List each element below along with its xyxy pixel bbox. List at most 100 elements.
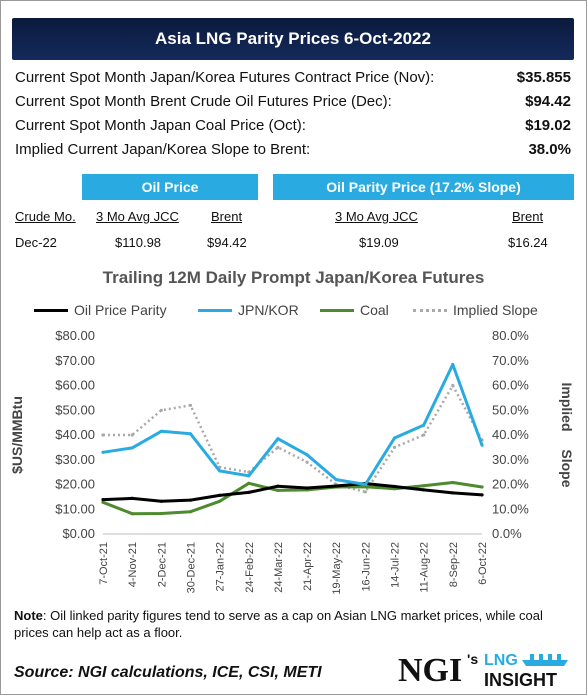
data-point [101, 450, 105, 454]
ship-tank-icon [530, 654, 534, 660]
x-tick-label: 4-Nov-21 [127, 542, 139, 587]
data-point [188, 403, 193, 407]
brent-value: $94.42 [207, 235, 247, 250]
data-point [101, 433, 105, 437]
legend-label: JPN/KOR [238, 302, 299, 318]
price-chart: $0.00 $10.00 $20.00 $30.00 $40.00 $50.00 $60.0… [9, 328, 575, 595]
source-line: Source: NGI calculations, ICE, CSI, METI [14, 664, 322, 681]
data-point [247, 474, 251, 478]
data-point [218, 499, 222, 503]
data-point [218, 469, 222, 473]
page-title: Asia LNG Parity Prices 6-Oct-2022 [12, 18, 574, 60]
legend-swatch [198, 308, 232, 312]
data-point [480, 443, 484, 447]
chart-title: Trailing 12M Daily Prompt Japan/Korea Fu… [102, 268, 485, 287]
oil-parity-header: Oil Parity Price (17.2% Slope) [273, 174, 574, 200]
data-point [422, 433, 426, 437]
parity-jcc-heading: 3 Mo Avg JCC [335, 209, 418, 224]
data-point [451, 383, 455, 388]
ship-tank-icon [548, 654, 552, 660]
legend-swatch [413, 308, 447, 312]
parity-jcc-value: $19.09 [359, 235, 399, 250]
x-tick-label: 30-Dec-21 [185, 542, 197, 593]
data-point [188, 432, 193, 436]
chart-legend: Oil Price Parity JPN/KOR Coal Implied Sl… [0, 302, 587, 322]
y-tick-label: $80.00 [55, 328, 95, 343]
legend-swatch [320, 308, 354, 312]
data-point [422, 488, 426, 492]
data-point [188, 510, 193, 514]
data-point [276, 484, 280, 488]
y-tick-label: $0.00 [62, 526, 95, 541]
footnote: Note: Oil linked parity figures tend to … [14, 607, 574, 641]
data-point [363, 485, 367, 489]
data-point [247, 481, 251, 485]
x-tick-label: 2-Dec-21 [156, 542, 168, 587]
ship-tank-icon [539, 654, 543, 660]
data-point [159, 511, 163, 516]
parity-brent-heading: Brent [512, 209, 544, 224]
y-tick-label: $30.00 [55, 452, 95, 467]
y2-tick-label: 40.0% [492, 427, 529, 442]
data-point [101, 500, 105, 504]
y2-tick-label: 20.0% [492, 477, 529, 492]
data-point [159, 499, 163, 503]
x-tick-label: 6-Oct-22 [477, 542, 489, 585]
x-tick-label: 24-Mar-22 [273, 542, 285, 593]
legend-swatch [34, 308, 68, 312]
data-point [451, 362, 455, 367]
series-line-oil-price-parity [102, 482, 483, 503]
data-point [276, 488, 280, 492]
legend-item: Implied Slope [413, 302, 538, 318]
y2-tick-label: 30.0% [492, 452, 529, 467]
data-point [247, 490, 251, 494]
data-point [422, 423, 426, 427]
note-label: Note [14, 608, 43, 623]
y2-tick-label: 80.0% [492, 328, 529, 343]
legend-label: Coal [360, 302, 389, 318]
logo-suffix: 's [467, 651, 478, 667]
x-tick-label: 24-Feb-22 [244, 542, 256, 593]
data-point [392, 484, 397, 489]
data-point [480, 485, 484, 489]
summary-label: Current Spot Month Japan Coal Price (Oct… [15, 117, 306, 134]
data-point [130, 446, 134, 450]
x-tick-label: 14-Jul-22 [390, 542, 402, 588]
data-point [305, 453, 309, 457]
crude-month-heading: Crude Mo. [15, 209, 76, 224]
legend-item: JPN/KOR [198, 302, 299, 318]
summary-label: Current Spot Month Japan/Korea Futures C… [15, 69, 435, 86]
data-point [218, 493, 222, 497]
y2-tick-label: 50.0% [492, 402, 529, 417]
note-text: : Oil linked parity figures tend to serv… [14, 608, 543, 640]
data-point [305, 460, 309, 464]
series-line-jpn-kor [102, 363, 484, 486]
legend-label: Implied Slope [453, 302, 538, 318]
series-line-implied-slope [103, 384, 484, 494]
data-point [392, 436, 397, 440]
data-point [334, 484, 338, 488]
y2-tick-label: 0.0% [492, 526, 522, 541]
data-point [392, 445, 397, 449]
oil-price-header: Oil Price [82, 174, 258, 200]
summary-label: Implied Current Japan/Korea Slope to Bre… [15, 141, 311, 158]
x-tick-label: 27-Jan-22 [215, 542, 227, 592]
legend-item: Coal [320, 302, 389, 318]
y2-tick-label: 60.0% [492, 378, 529, 393]
x-tick-label: 21-Apr-22 [302, 542, 314, 591]
data-point [276, 445, 280, 449]
summary-value: $94.42 [525, 93, 571, 110]
data-point [130, 433, 134, 437]
x-tick-label: 8-Sep-22 [448, 542, 460, 587]
data-point [334, 478, 338, 482]
data-point [130, 512, 134, 516]
jcc-heading: 3 Mo Avg JCC [96, 209, 179, 224]
x-tick-label: 7-Oct-21 [98, 542, 110, 585]
summary-row: Current Spot Month Brent Crude Oil Futur… [15, 93, 571, 117]
y-axis-title: $US/MMBtu [9, 396, 25, 474]
data-point [422, 484, 426, 488]
summary-row: Implied Current Japan/Korea Slope to Bre… [15, 141, 571, 165]
y2-tick-label: 10.0% [492, 501, 529, 516]
parity-brent-value: $16.24 [508, 235, 548, 250]
brent-heading: Brent [211, 209, 243, 224]
